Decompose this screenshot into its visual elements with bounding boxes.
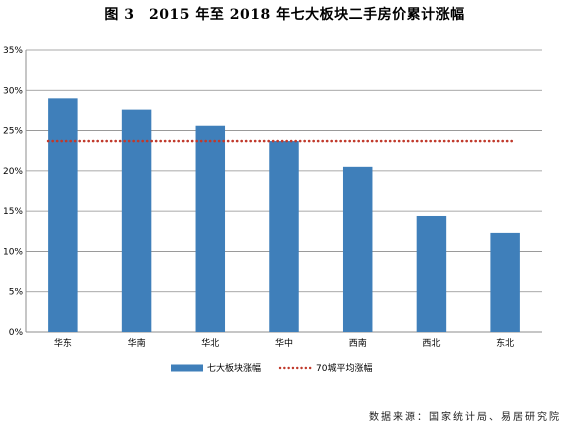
bar-6 bbox=[490, 232, 520, 332]
y-tick-label: 30% bbox=[3, 86, 23, 96]
legend-label-line: 70城平均涨幅 bbox=[316, 362, 372, 374]
source-note: 数据来源：国家统计局、易居研究院 bbox=[369, 412, 561, 423]
y-tick-label: 0% bbox=[9, 328, 24, 338]
y-tick-label: 10% bbox=[3, 247, 23, 257]
bar-2 bbox=[195, 125, 226, 332]
x-tick-label: 华北 bbox=[201, 337, 219, 349]
x-tick-label: 东北 bbox=[496, 337, 514, 349]
legend-label-bar: 七大板块涨幅 bbox=[207, 362, 261, 374]
bar-0 bbox=[48, 98, 78, 332]
legend: 七大板块涨幅 70城平均涨幅 bbox=[171, 362, 372, 374]
x-tick-label: 华南 bbox=[128, 337, 146, 349]
y-tick-label: 5% bbox=[9, 288, 24, 298]
x-tick-label: 华中 bbox=[275, 337, 293, 349]
y-tick-label: 15% bbox=[3, 207, 23, 217]
legend-swatch-bar bbox=[171, 364, 203, 372]
bar-1 bbox=[121, 109, 152, 332]
bars bbox=[48, 98, 520, 332]
y-tick-label: 25% bbox=[3, 127, 23, 137]
x-tick-label: 华东 bbox=[54, 337, 72, 349]
bar-3 bbox=[269, 141, 299, 332]
y-axis-tick-labels: 0% 5% 10% 15% 20% 25% 30% 35% bbox=[3, 46, 23, 338]
x-tick-label: 西北 bbox=[422, 338, 440, 349]
bar-5 bbox=[416, 215, 447, 332]
y-tick-label: 20% bbox=[3, 167, 23, 177]
x-axis-tick-labels: 华东 华南 华北 华中 西南 西北 东北 bbox=[54, 337, 514, 349]
bar-4 bbox=[342, 166, 373, 332]
x-tick-label: 西南 bbox=[349, 337, 367, 349]
y-tick-label: 35% bbox=[3, 46, 23, 56]
chart-title: 图 3 2015 年至 2018 年七大板块二手房价累计涨幅 bbox=[104, 7, 465, 23]
